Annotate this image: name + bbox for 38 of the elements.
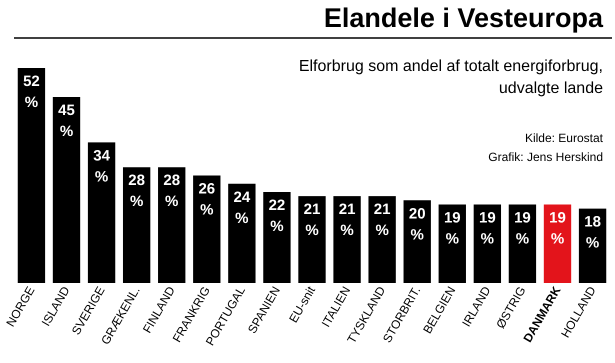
data-label: 28 % (163, 172, 180, 210)
bar (158, 167, 186, 283)
bar (263, 192, 291, 283)
data-label: 22 % (268, 197, 286, 236)
bar (193, 176, 220, 283)
data-label: 19 % (549, 209, 566, 248)
data-label: 45 % (58, 102, 75, 140)
bar (122, 167, 150, 283)
data-label: 19 % (479, 209, 496, 248)
annotation: Kilde: Eurostat (524, 131, 604, 145)
bar (88, 142, 116, 283)
bar (333, 196, 361, 283)
bar (578, 208, 606, 283)
bar (508, 204, 536, 283)
data-label: 18 % (584, 214, 601, 252)
bar (368, 196, 396, 283)
data-label: 28 % (128, 172, 145, 210)
data-label: 20 % (408, 205, 426, 244)
data-label: 21 % (338, 201, 356, 240)
bar (544, 204, 572, 283)
bar (438, 204, 466, 283)
data-label: 19 % (444, 209, 461, 248)
data-label: 24 % (234, 188, 251, 227)
bar (298, 196, 326, 283)
bar (52, 96, 80, 283)
bar (18, 68, 46, 283)
chart-subtitle: Elforbrug som andel af totalt energiforbrug, udvalgte lande (298, 58, 604, 97)
bar (474, 204, 502, 283)
data-label: 26 % (198, 180, 216, 218)
chart-title: Elandele i Vesteuropa (324, 3, 604, 33)
data-label: 34 % (93, 147, 111, 186)
annotation: Grafik: Jens Herskind (488, 150, 603, 164)
bar (228, 184, 256, 283)
bar (404, 200, 431, 283)
data-label: 21 % (374, 201, 390, 240)
data-label: 19 % (514, 209, 531, 248)
data-label: 52 % (23, 73, 40, 111)
data-label: 21 % (304, 201, 320, 240)
